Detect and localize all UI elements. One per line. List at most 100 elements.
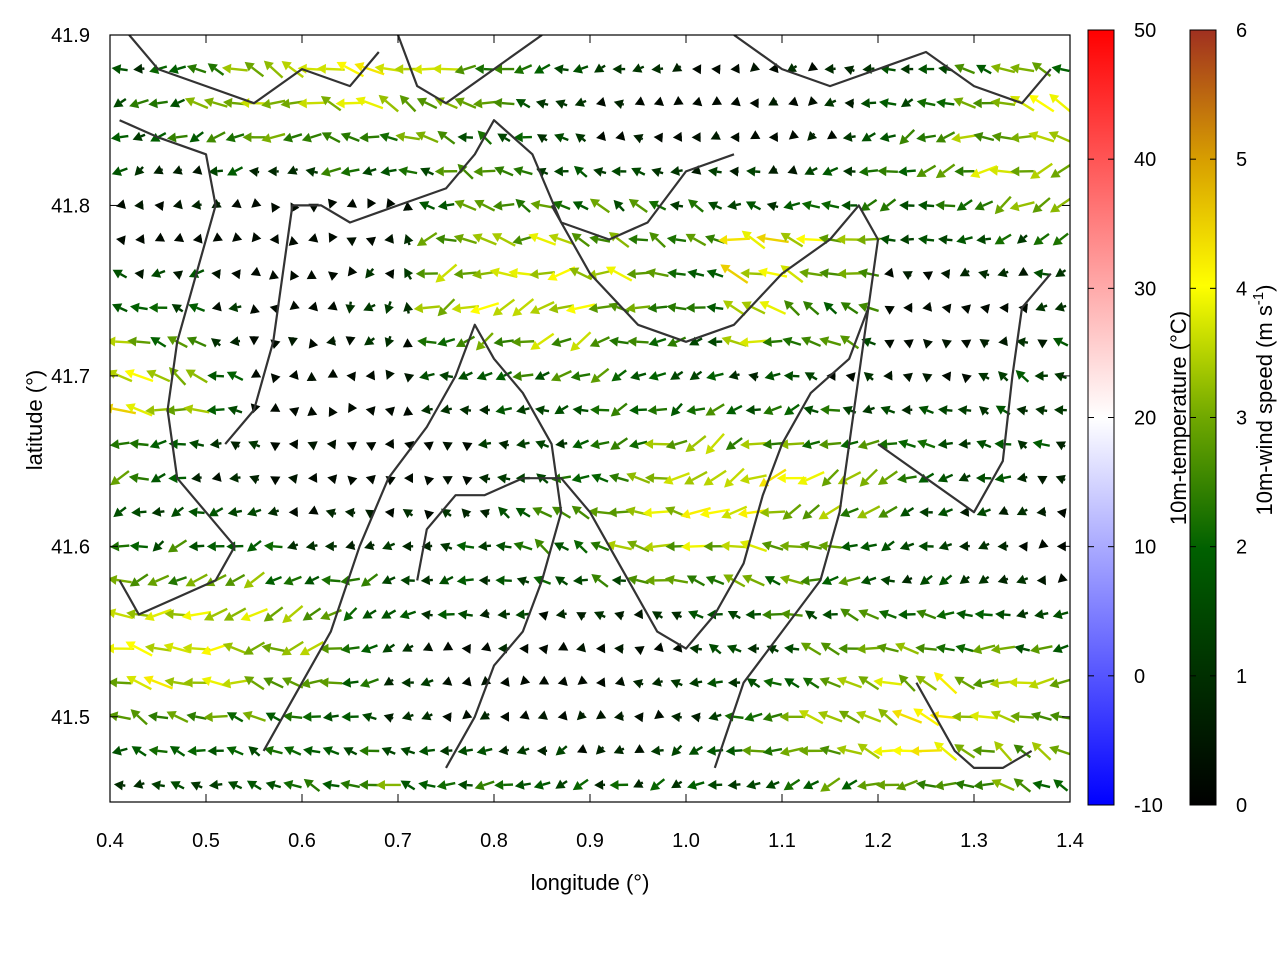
- wind-vector: [290, 270, 300, 281]
- wind-vector: [1010, 166, 1034, 177]
- boundary-line: [550, 204, 880, 769]
- y-tick-label: 41.8: [51, 195, 90, 217]
- wind-vector: [840, 608, 859, 622]
- wind-vector: [900, 97, 914, 108]
- wind-vector: [626, 268, 650, 279]
- wind-vector: [208, 507, 224, 517]
- wind-vector: [741, 745, 765, 756]
- wind-vector: [844, 98, 854, 109]
- wind-vector: [973, 132, 995, 142]
- wind-vector: [576, 642, 586, 653]
- wind-vector: [206, 131, 226, 143]
- wind-vector: [576, 612, 587, 621]
- wind-vector: [112, 269, 128, 279]
- wind-vector: [211, 301, 222, 312]
- wind-vector: [326, 336, 337, 346]
- wind-vector: [306, 270, 317, 280]
- wind-vector: [938, 540, 953, 551]
- wind-vector: [250, 266, 261, 277]
- wind-vector: [820, 777, 841, 792]
- wind-vector: [573, 165, 588, 178]
- wind-vector: [420, 677, 434, 687]
- wind-vector: [325, 508, 337, 519]
- wind-vector: [857, 780, 880, 791]
- x-tick-label: 0.4: [96, 830, 124, 852]
- wind-vector: [345, 540, 356, 551]
- wind-vector: [497, 609, 510, 620]
- wind-vector: [824, 97, 837, 107]
- wind-vector: [228, 302, 242, 313]
- wind-vector: [613, 99, 625, 110]
- wind-vector: [990, 710, 1016, 724]
- wind-vector: [572, 439, 589, 449]
- wind-vector: [319, 677, 343, 688]
- wind-vector: [634, 744, 645, 754]
- wind-vector: [154, 201, 164, 212]
- wind-vector: [535, 405, 550, 416]
- wind-vector: [326, 439, 337, 450]
- wind-vector: [626, 472, 651, 484]
- wind-vector: [227, 405, 243, 416]
- wind-vector: [288, 369, 299, 380]
- wind-vector: [611, 575, 626, 586]
- wind-vector: [478, 575, 491, 586]
- wind-vector: [1016, 234, 1028, 244]
- wind-vector: [495, 404, 513, 415]
- wind-vector: [575, 133, 587, 143]
- wind-vector: [246, 506, 262, 517]
- wind-vector: [708, 711, 722, 721]
- wind-vector: [380, 166, 397, 177]
- wind-vector: [860, 541, 877, 552]
- wind-vector: [476, 745, 493, 756]
- wind-vector: [596, 131, 606, 142]
- wind-vector: [267, 166, 279, 177]
- wind-vector: [571, 232, 590, 248]
- wind-vector: [403, 201, 413, 211]
- wind-vector: [591, 473, 609, 483]
- wind-vector: [959, 541, 970, 552]
- wind-vector: [365, 406, 376, 416]
- wind-vector: [750, 130, 761, 140]
- x-tick-label: 1.0: [672, 830, 700, 852]
- wind-vector: [437, 298, 456, 317]
- wind-vector: [203, 97, 228, 108]
- wind-vector: [362, 712, 377, 722]
- wind-vector: [442, 712, 452, 723]
- wind-vector: [226, 371, 244, 381]
- wind-vector: [994, 473, 1012, 483]
- wind-vector: [803, 405, 819, 416]
- wind-vector: [1054, 371, 1067, 382]
- wind-vector: [456, 541, 475, 552]
- wind-vector: [1052, 337, 1069, 347]
- wind-vector: [784, 403, 800, 416]
- wind-vector: [434, 166, 458, 177]
- wind-vector: [975, 473, 992, 484]
- wind-vector: [955, 643, 974, 654]
- wind-vector: [226, 746, 244, 756]
- wind-vector: [711, 64, 721, 75]
- wind-vector: [857, 505, 881, 519]
- wind-vector: [746, 678, 761, 689]
- wind-vector: [891, 709, 923, 724]
- wind-vector: [780, 609, 803, 620]
- wind-vector: [538, 644, 549, 655]
- wind-speed-colorbar-tick-label: 2: [1236, 537, 1247, 559]
- wind-vector: [671, 779, 683, 789]
- wind-vector: [131, 746, 147, 757]
- wind-vector: [299, 641, 325, 656]
- wind-vector: [528, 232, 557, 246]
- wind-vector: [917, 234, 935, 245]
- wind-vector: [491, 233, 516, 247]
- wind-vector: [997, 541, 1009, 552]
- wind-vector: [191, 199, 202, 210]
- wind-vector: [822, 609, 838, 620]
- wind-vector: [745, 404, 761, 415]
- wind-vector: [493, 336, 514, 347]
- wind-vector: [651, 677, 663, 687]
- wind-vector: [670, 402, 683, 417]
- y-tick-label: 41.5: [51, 707, 90, 729]
- wind-vector: [689, 370, 703, 381]
- wind-vector: [961, 339, 972, 349]
- wind-vector: [113, 97, 127, 108]
- wind-vector: [495, 575, 512, 586]
